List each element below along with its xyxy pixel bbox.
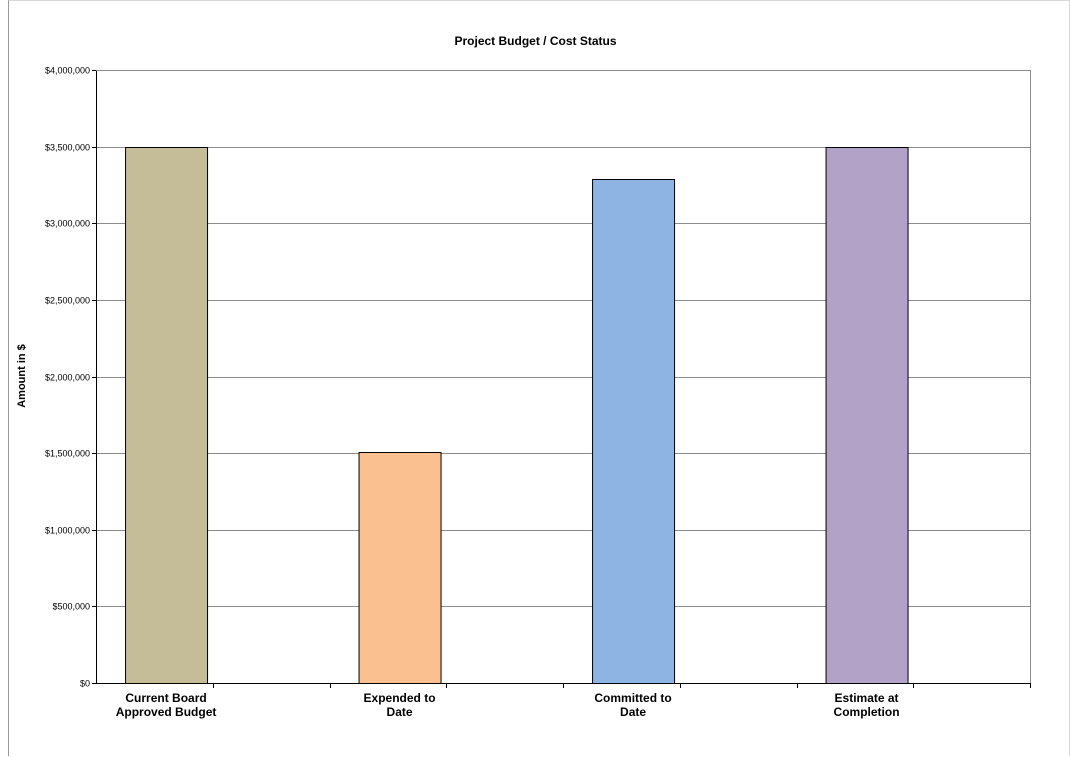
bar — [125, 147, 209, 684]
x-axis-labels: Current Board Approved Budget Expended to D… — [116, 691, 900, 719]
chart-frame — [8, 0, 1070, 756]
axes — [96, 70, 1031, 688]
y-tick-label: $2,500,000 — [45, 296, 90, 306]
y-tick-label: $1,500,000 — [45, 449, 90, 459]
y-axis-ticks: $0 $500,000 $1,000,000 $1,500,000 $2,000,000… — [45, 66, 96, 689]
x-category-label: Current Board Approved Budget — [116, 691, 217, 719]
y-tick-label: $500,000 — [52, 602, 90, 612]
x-category-label: Expended to Date — [364, 691, 436, 719]
y-tick-label: $3,500,000 — [45, 143, 90, 153]
y-tick-label: $3,000,000 — [45, 219, 90, 229]
bar — [358, 452, 442, 684]
bars — [125, 147, 909, 684]
x-category-label: Committed to Date — [594, 691, 671, 719]
chart-title: Project Budget / Cost Status — [454, 34, 617, 48]
y-tick-label: $1,000,000 — [45, 526, 90, 536]
y-tick-label: $4,000,000 — [45, 66, 90, 76]
y-tick-label: $2,000,000 — [45, 373, 90, 383]
x-category-label: Estimate at Completion — [834, 691, 900, 719]
y-tick-label: $0 — [80, 679, 90, 689]
bar — [825, 147, 909, 684]
bar — [592, 179, 676, 684]
